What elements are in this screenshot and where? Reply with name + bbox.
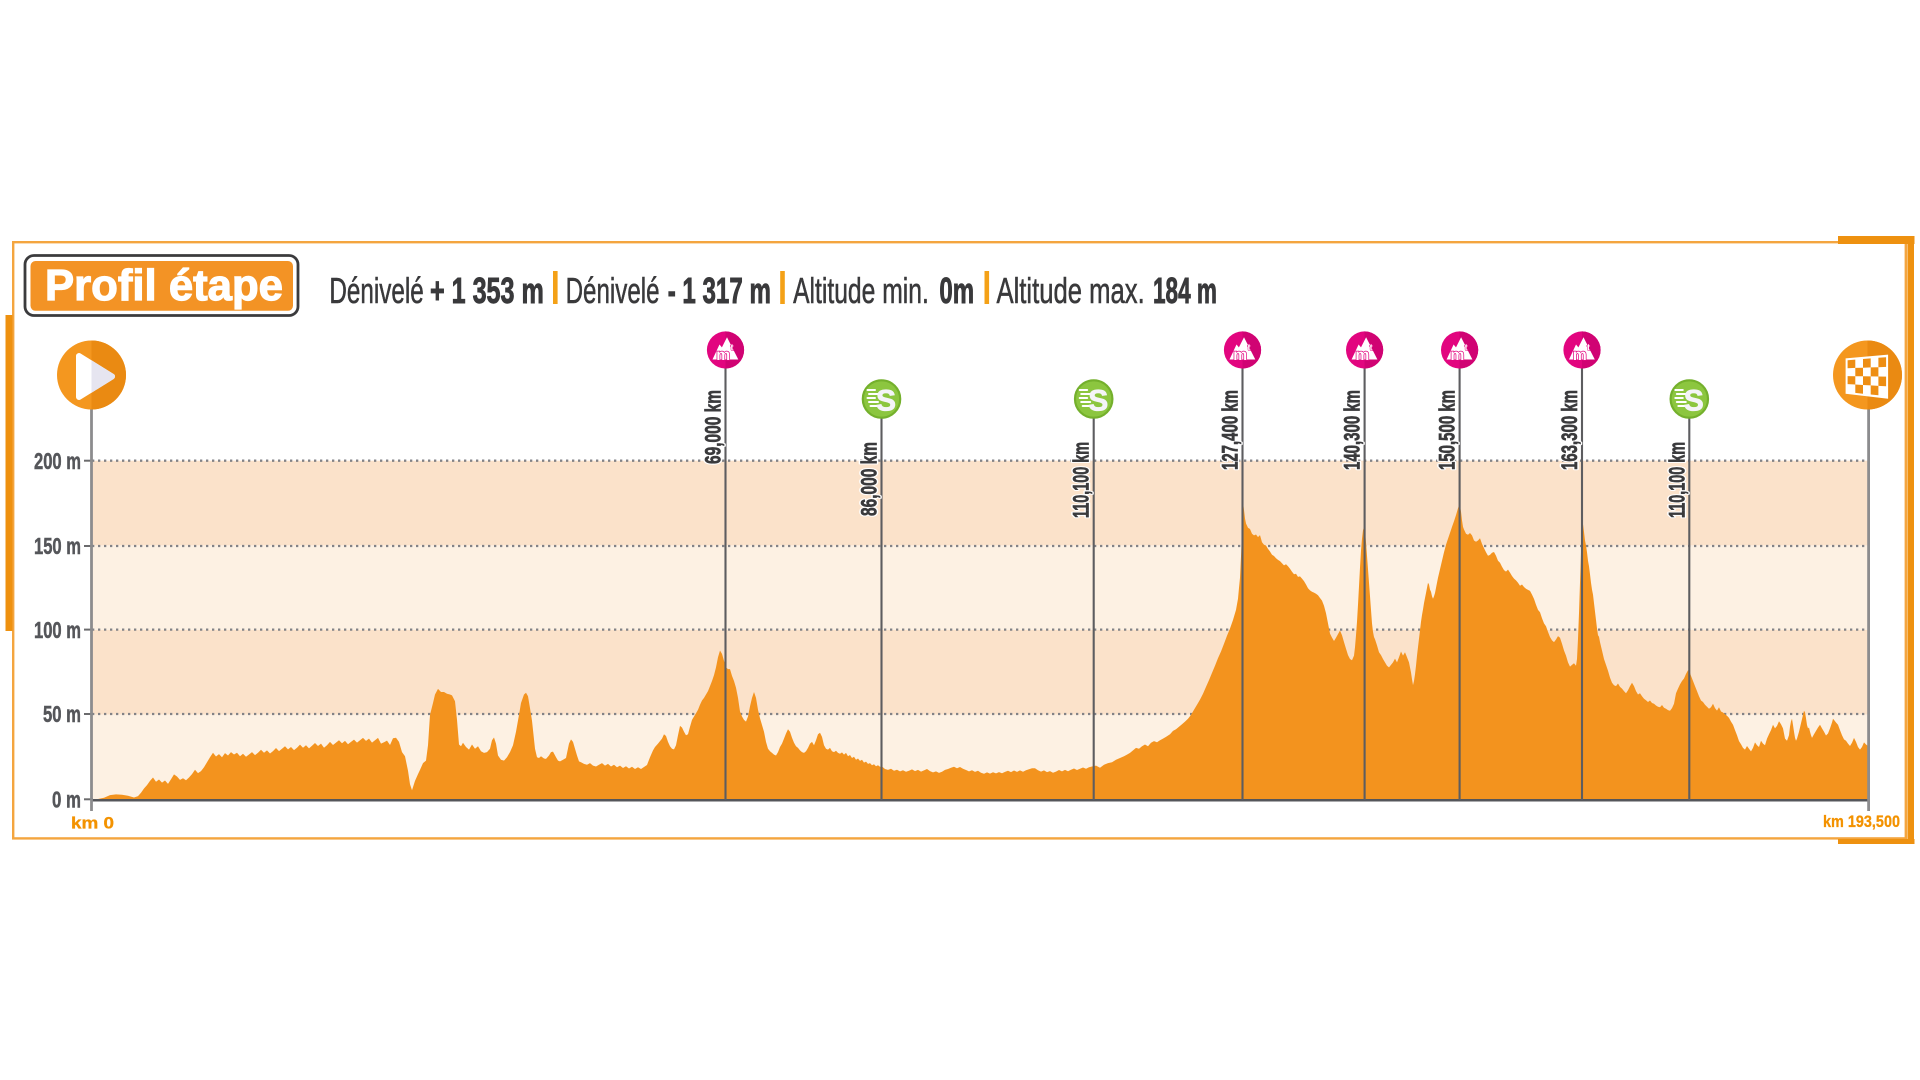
svg-text:86,000 km: 86,000 km xyxy=(857,442,882,516)
svg-text:184 m: 184 m xyxy=(1153,270,1217,311)
svg-text:S: S xyxy=(876,384,896,417)
svg-text:150 m: 150 m xyxy=(34,533,81,559)
svg-text:Altitude min.: Altitude min. xyxy=(793,270,929,311)
svg-text:Dénivelé: Dénivelé xyxy=(329,270,423,311)
svg-text:163,300 km: 163,300 km xyxy=(1557,390,1582,470)
svg-text:110,100 km: 110,100 km xyxy=(1069,442,1094,518)
svg-text:69,000 km: 69,000 km xyxy=(701,390,726,464)
svg-text:50 m: 50 m xyxy=(43,701,81,727)
svg-text:0m: 0m xyxy=(939,270,974,311)
svg-text:S: S xyxy=(1088,384,1108,417)
svg-text:150,500 km: 150,500 km xyxy=(1435,390,1460,470)
svg-text:t: t xyxy=(1370,343,1373,353)
svg-text:140,300 km: 140,300 km xyxy=(1340,390,1365,470)
svg-text:127,400 km: 127,400 km xyxy=(1218,390,1243,470)
svg-text:t: t xyxy=(1248,343,1251,353)
svg-text:127,400 km: 127,400 km xyxy=(1218,390,1243,470)
svg-text:km 193,500: km 193,500 xyxy=(1823,812,1900,831)
svg-text:69,000 km: 69,000 km xyxy=(701,390,726,464)
svg-text:Dénivelé: Dénivelé xyxy=(566,270,660,311)
svg-text:m: m xyxy=(1450,347,1464,364)
svg-text:100 m: 100 m xyxy=(34,617,81,643)
svg-text:m: m xyxy=(1573,347,1587,364)
svg-text:+ 1 353 m: + 1 353 m xyxy=(430,270,544,311)
svg-text:m: m xyxy=(1355,347,1369,364)
svg-text:110,100 km: 110,100 km xyxy=(1069,442,1094,518)
svg-text:m: m xyxy=(716,347,730,364)
svg-text:163,300 km: 163,300 km xyxy=(1557,390,1582,470)
svg-text:t: t xyxy=(1465,343,1468,353)
svg-text:Profil étape: Profil étape xyxy=(45,261,283,310)
svg-text:0 m: 0 m xyxy=(52,787,81,813)
svg-text:t: t xyxy=(731,343,734,353)
svg-text:Altitude max.: Altitude max. xyxy=(997,270,1145,311)
svg-text:S: S xyxy=(1684,384,1704,417)
svg-text:m: m xyxy=(1233,347,1247,364)
svg-text:150,500 km: 150,500 km xyxy=(1435,390,1460,470)
svg-text:140,300 km: 140,300 km xyxy=(1340,390,1365,470)
svg-text:km 0: km 0 xyxy=(71,813,114,832)
svg-text:t: t xyxy=(1587,343,1590,353)
svg-text:110,100 km: 110,100 km xyxy=(1664,442,1689,518)
svg-text:200 m: 200 m xyxy=(34,448,81,474)
svg-text:86,000 km: 86,000 km xyxy=(857,442,882,516)
svg-text:110,100 km: 110,100 km xyxy=(1664,442,1689,518)
svg-text:- 1 317 m: - 1 317 m xyxy=(668,270,771,311)
